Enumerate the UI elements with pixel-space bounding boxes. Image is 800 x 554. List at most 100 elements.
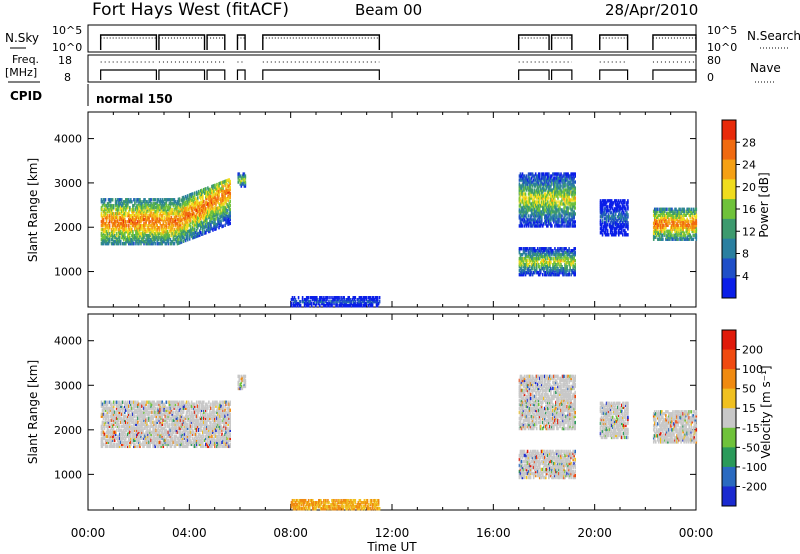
data-cell xyxy=(195,198,198,203)
data-cell xyxy=(244,174,247,178)
data-cell xyxy=(522,247,525,251)
data-cell xyxy=(528,180,531,184)
data-cell xyxy=(530,208,533,212)
data-cell xyxy=(544,257,546,261)
data-cell xyxy=(186,202,189,206)
data-cell xyxy=(225,213,227,217)
data-cell xyxy=(169,198,172,202)
data-cell xyxy=(565,212,567,216)
data-cell xyxy=(533,266,536,271)
data-cell xyxy=(179,226,182,231)
data-cell xyxy=(153,239,155,244)
data-cell xyxy=(291,298,294,302)
data-cell xyxy=(531,198,534,202)
data-cell xyxy=(556,194,558,198)
data-cell xyxy=(520,190,523,194)
data-cell xyxy=(206,220,208,225)
data-cell xyxy=(547,196,549,200)
data-cell xyxy=(199,195,202,199)
data-cell xyxy=(121,210,124,214)
data-cell xyxy=(179,232,182,237)
data-cell xyxy=(573,172,575,176)
data-cell xyxy=(144,198,146,202)
data-cell xyxy=(104,208,107,212)
data-cell xyxy=(573,188,575,192)
data-cell xyxy=(202,200,204,204)
data-cell xyxy=(145,216,147,220)
data-cell xyxy=(551,251,553,255)
colorbar-swatch xyxy=(722,179,736,200)
data-cell xyxy=(527,214,530,218)
data-cell xyxy=(228,178,230,182)
data-cell xyxy=(114,212,117,216)
data-cell xyxy=(114,198,117,202)
data-cell xyxy=(521,268,524,273)
data-cell xyxy=(559,214,561,218)
data-cell xyxy=(184,208,187,213)
data-cell xyxy=(554,184,556,188)
data-cell xyxy=(553,186,555,190)
data-cell xyxy=(683,207,685,212)
data-cell xyxy=(168,235,171,240)
data-cell xyxy=(525,249,528,253)
data-cell xyxy=(159,206,162,210)
data-cell xyxy=(518,192,521,196)
data-cell xyxy=(555,257,557,261)
data-cell xyxy=(545,265,547,269)
data-cell xyxy=(154,226,156,230)
data-cell xyxy=(191,206,194,210)
data-cell xyxy=(554,270,556,275)
data-cell xyxy=(218,186,220,190)
data-cell xyxy=(520,186,523,190)
data-cell xyxy=(540,210,543,214)
data-cell xyxy=(532,249,535,253)
data-cell xyxy=(108,237,111,242)
data-cell xyxy=(554,192,556,196)
data-cell xyxy=(567,186,569,190)
data-cell xyxy=(174,216,177,220)
data-cell xyxy=(117,231,120,236)
data-cell xyxy=(191,226,194,230)
data-cell xyxy=(572,224,574,228)
data-cell xyxy=(528,272,531,277)
data-cell xyxy=(549,255,551,259)
data-cell xyxy=(172,218,175,222)
data-cell xyxy=(542,210,545,214)
data-cell xyxy=(202,196,204,200)
data-cell xyxy=(216,214,218,219)
data-cell xyxy=(182,203,185,208)
data-cell xyxy=(226,220,228,225)
data-cell xyxy=(143,239,145,244)
data-cell xyxy=(521,182,524,186)
data-cell xyxy=(546,206,548,210)
data-cell xyxy=(534,251,537,255)
data-cell xyxy=(294,304,297,308)
data-cell xyxy=(561,180,563,184)
data-cell xyxy=(207,210,209,214)
data-cell xyxy=(174,231,177,236)
data-cell xyxy=(556,174,558,178)
data-cell xyxy=(335,304,337,308)
data-cell xyxy=(351,298,354,302)
data-cell xyxy=(135,224,137,228)
data-cell xyxy=(538,212,541,216)
data-cell xyxy=(144,212,146,216)
colorbar-tick-label: 24 xyxy=(742,159,756,172)
data-cell xyxy=(215,227,217,231)
data-cell xyxy=(518,259,521,263)
data-cell xyxy=(520,257,523,261)
data-cell xyxy=(148,235,150,240)
data-cell xyxy=(528,261,531,265)
data-cell xyxy=(205,225,207,229)
data-cell xyxy=(186,218,189,222)
data-cell xyxy=(130,227,132,232)
data-cell xyxy=(526,220,529,224)
data-cell xyxy=(305,302,308,306)
data-cell xyxy=(111,235,114,240)
data-cell xyxy=(527,222,530,226)
data-cell xyxy=(185,202,188,206)
data-cell xyxy=(552,249,554,253)
data-cell xyxy=(179,236,182,241)
data-cell xyxy=(131,216,133,220)
data-cell xyxy=(563,259,565,263)
